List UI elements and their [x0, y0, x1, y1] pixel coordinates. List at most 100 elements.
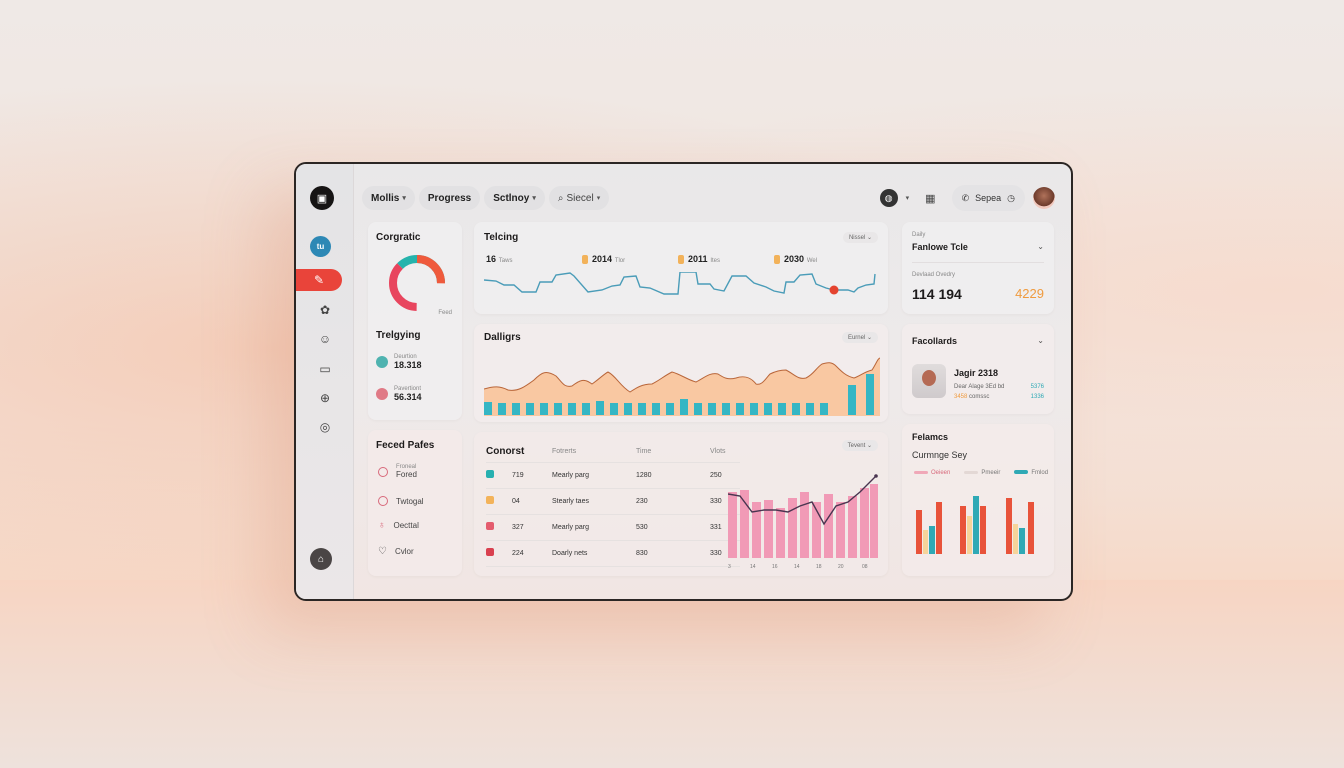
column-header[interactable]: Time: [636, 442, 710, 463]
trending-title: Trelgying: [376, 330, 421, 341]
menu-label: Progress: [427, 192, 472, 204]
legend-item[interactable]: Fmlod: [1014, 470, 1048, 476]
svg-text:14: 14: [750, 564, 756, 570]
profile-line2: comssc: [969, 394, 990, 400]
row-color-swatch: [486, 470, 494, 478]
daily-area-chart: [484, 357, 880, 416]
stat-swatch: [678, 254, 684, 264]
profile-photo[interactable]: [912, 364, 946, 398]
feed-page-label: Fored: [396, 470, 417, 479]
chevron-down-icon: ⌄: [866, 235, 872, 241]
row-visits: 250: [710, 462, 740, 489]
chat-icon: ▭: [319, 362, 331, 376]
row-name: Mearly parg: [552, 462, 636, 489]
tracking-title: Telcing: [484, 232, 519, 243]
menu-label: Sctlnoy: [493, 192, 530, 204]
stat-unit: Tlor: [614, 258, 626, 264]
compass-icon: ◎: [319, 420, 331, 434]
metrics-title: Felamcs: [912, 432, 949, 442]
visits-chart: 3 14 16 14 18 20 08: [728, 474, 878, 570]
row-name: Mearly parg: [552, 514, 636, 541]
metrics-subtitle: Curmnge Sey: [912, 450, 968, 460]
daily-dropdown[interactable]: Eurnel ⌄: [841, 332, 878, 343]
chevron-down-icon: ⌄: [866, 443, 872, 449]
row-color-swatch: [486, 522, 494, 530]
sidebar-avatar[interactable]: tu: [310, 236, 331, 257]
legend-swatch: [1014, 470, 1029, 475]
daily-card: Dalligrs Eurnel ⌄: [474, 324, 888, 422]
phone-icon: ✆: [961, 192, 970, 203]
dropdown-label: Nissel: [848, 235, 866, 241]
profile-line1: Dear Alage 3Ed bd: [954, 384, 1005, 390]
sidebar-item-compass[interactable]: ◎: [296, 416, 354, 438]
user-avatar[interactable]: [1033, 187, 1055, 209]
table-row[interactable]: 04 Stearly taes 230 330: [486, 488, 740, 515]
sidebar-item-edit[interactable]: ✎: [296, 269, 342, 291]
row-time: 1280: [636, 462, 710, 489]
search-button[interactable]: ⌕ Siecel ▾: [548, 186, 610, 210]
trending-label: Pavertiont: [394, 386, 422, 392]
chevron-down-icon[interactable]: ⌄: [1037, 242, 1044, 251]
globe-icon[interactable]: ◍: [879, 189, 898, 207]
legend-item[interactable]: Oeieen: [914, 470, 950, 476]
feed-pages-title: Feced Pafes: [376, 440, 435, 451]
tracking-dropdown[interactable]: Nissel ⌄: [842, 232, 878, 243]
grid-icon[interactable]: ▦: [925, 192, 936, 205]
app-logo-icon[interactable]: ▣: [310, 186, 334, 210]
sidebar: ▣ tu ✎ ✿ ☺ ▭ ⊕ ◎ ⌂: [296, 164, 354, 599]
metrics-card: Felamcs Curmnge Sey Oeieen Pmeeir Fmlod: [902, 424, 1054, 576]
stat-swatch: [582, 254, 588, 264]
trending-value: 56.314: [394, 392, 422, 402]
stat-value: 2030: [784, 254, 805, 264]
profile-line2-value: 1336: [1030, 394, 1044, 400]
divider: [912, 262, 1044, 263]
trend-avatar-icon: [376, 388, 388, 400]
content-dropdown[interactable]: Tevent ⌄: [841, 440, 878, 451]
face-icon: ☺: [318, 332, 332, 346]
feed-page-item[interactable]: ♡ Cvlor: [378, 546, 414, 557]
dropdown-label: Eurnel: [847, 335, 866, 341]
donut-chart: [389, 255, 445, 311]
stat-unit: Ites: [710, 258, 720, 264]
legend-label: Pmeeir: [981, 470, 1001, 476]
feed-page-item[interactable]: Twtogal: [378, 496, 424, 506]
table-row[interactable]: 224 Doarly nets 830 330: [486, 540, 740, 567]
table-row[interactable]: 719 Mearly parg 1280 250: [486, 462, 740, 489]
profile-line2-accent: 3458: [954, 394, 968, 400]
trending-item[interactable]: Pavertiont 56.314: [376, 386, 422, 402]
sidebar-item-globe[interactable]: ⊕: [296, 387, 354, 409]
row-id: 719: [512, 462, 552, 489]
table-row[interactable]: 327 Mearly parg 530 331: [486, 514, 740, 541]
metrics-legend: Oeieen Pmeeir Fmlod: [914, 470, 1048, 476]
tracking-card: Telcing Nissel ⌄ 16 Taws 2014 Tlor 2011 …: [474, 222, 888, 314]
column-header[interactable]: Fotrerts: [552, 442, 636, 463]
stat-item: 16 Taws: [486, 254, 582, 265]
legend-item[interactable]: Pmeeir: [964, 470, 1000, 476]
trending-value: 18.318: [394, 360, 422, 370]
chevron-down-icon[interactable]: ⌄: [1037, 336, 1044, 345]
trending-item[interactable]: Deurtion 18.318: [376, 354, 422, 370]
sidebar-item-face[interactable]: ☺: [296, 328, 354, 350]
column-header[interactable]: Vlots: [710, 442, 740, 463]
profile-name: Jagir 2318: [954, 368, 999, 378]
menu-progress[interactable]: Progress: [418, 186, 481, 210]
flower-icon: ✿: [319, 303, 331, 317]
phone-button[interactable]: ✆ Sepea ◷: [951, 185, 1025, 211]
row-color-swatch: [486, 496, 494, 504]
legend-label: Oeieen: [931, 470, 951, 476]
profile-head: [922, 370, 936, 386]
feed-page-item[interactable]: Froneal Fored: [378, 464, 417, 479]
feed-page-item[interactable]: ♁ Oecttal: [378, 520, 419, 531]
svg-text:14: 14: [794, 564, 800, 570]
profile-card-title: Facollards: [912, 336, 958, 346]
menu-settings[interactable]: Sctlnoy ▾: [484, 186, 545, 210]
daily-title: Dalligrs: [484, 332, 521, 343]
sidebar-item-flower[interactable]: ✿: [296, 299, 354, 321]
globe-icon: ⊕: [319, 391, 331, 405]
chevron-down-icon[interactable]: ▾: [905, 195, 910, 202]
sidebar-item-chat[interactable]: ▭: [296, 358, 354, 380]
menu-mollis[interactable]: Mollis ▾: [362, 186, 415, 210]
home-icon[interactable]: ⌂: [310, 548, 332, 570]
metrics-bar-chart: [916, 496, 1034, 554]
stat-card: Daily Fanlowe Tcle ⌄ Devlaad Ovedry 114 …: [902, 222, 1054, 314]
